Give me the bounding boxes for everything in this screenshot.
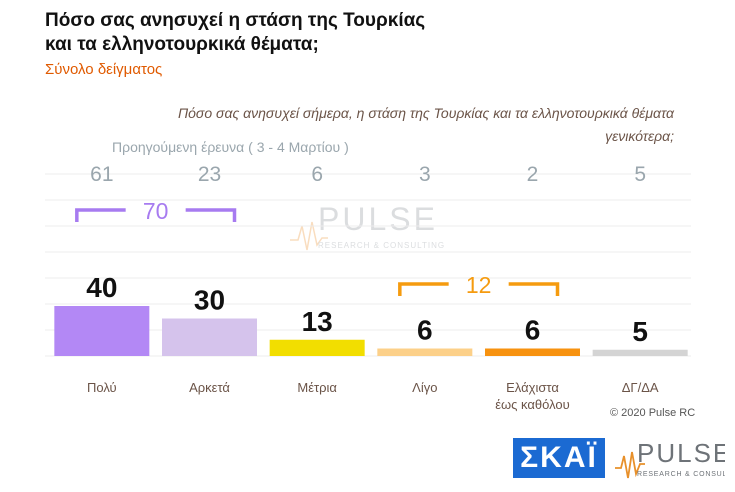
- bar: [269, 339, 365, 356]
- data-label: 6: [525, 315, 541, 346]
- category-label: έως καθόλου: [495, 397, 570, 412]
- category-label: Ελάχιστα: [506, 380, 559, 395]
- group-bracket-left: [75, 208, 126, 222]
- svg-text:PULSE: PULSE: [318, 201, 438, 237]
- title-line-2: και τα ελληνοτουρκικά θέματα;: [45, 34, 319, 55]
- previous-value-label: 61: [90, 163, 113, 186]
- chart-subtitle: Σύνολο δείγματος: [45, 61, 163, 78]
- group-total-label: 70: [143, 198, 169, 224]
- group-bracket-right: [185, 208, 237, 222]
- group-bracket-right: [508, 282, 560, 296]
- svg-text:RESEARCH & CONSULTING: RESEARCH & CONSULTING: [637, 471, 725, 478]
- chart-title: Πόσο σας ανησυχεί η στάση της Τουρκίας κ…: [45, 9, 425, 57]
- survey-question: Πόσο σας ανησυχεί σήμερα, η στάση της Το…: [114, 102, 674, 148]
- bar: [377, 348, 473, 356]
- bar: [485, 348, 580, 356]
- previous-value-label: 2: [527, 163, 539, 186]
- title-line-1: Πόσο σας ανησυχεί η στάση της Τουρκίας: [45, 10, 426, 31]
- category-label: Μέτρια: [297, 380, 337, 395]
- data-label: 5: [632, 316, 648, 347]
- data-label: 40: [86, 272, 117, 303]
- previous-value-label: 6: [311, 163, 323, 186]
- svg-text:PULSE: PULSE: [637, 438, 725, 468]
- bar: [54, 306, 150, 356]
- data-label: 13: [302, 306, 333, 337]
- group-total-label: 12: [466, 272, 492, 298]
- category-label: ΔΓ/ΔΑ: [622, 380, 659, 395]
- bar: [162, 318, 257, 356]
- data-label: 30: [194, 285, 225, 316]
- previous-value-label: 23: [198, 163, 221, 186]
- data-label: 6: [417, 315, 433, 346]
- category-label: Πολύ: [87, 380, 117, 395]
- group-bracket-left: [398, 282, 449, 296]
- question-line-1: Πόσο σας ανησυχεί σήμερα, η στάση της Το…: [178, 105, 674, 121]
- pulse-logo: PULSE RESEARCH & CONSULTING: [615, 438, 725, 479]
- svg-text:RESEARCH & CONSULTING: RESEARCH & CONSULTING: [318, 241, 445, 250]
- category-label: Λίγο: [412, 380, 437, 395]
- skai-logo: ΣΚΑΪ: [513, 438, 605, 478]
- previous-survey-label: Προηγούμενη έρευνα ( 3 - 4 Μαρτίου ): [112, 139, 349, 155]
- copyright-text: © 2020 Pulse RC: [610, 407, 696, 419]
- previous-value-label: 5: [634, 163, 646, 186]
- previous-value-label: 3: [419, 163, 431, 186]
- pulse-watermark: PULSE RESEARCH & CONSULTING: [290, 201, 445, 251]
- bar: [592, 349, 688, 356]
- category-label: Αρκετά: [189, 380, 230, 395]
- question-line-2: γενικότερα;: [605, 128, 674, 144]
